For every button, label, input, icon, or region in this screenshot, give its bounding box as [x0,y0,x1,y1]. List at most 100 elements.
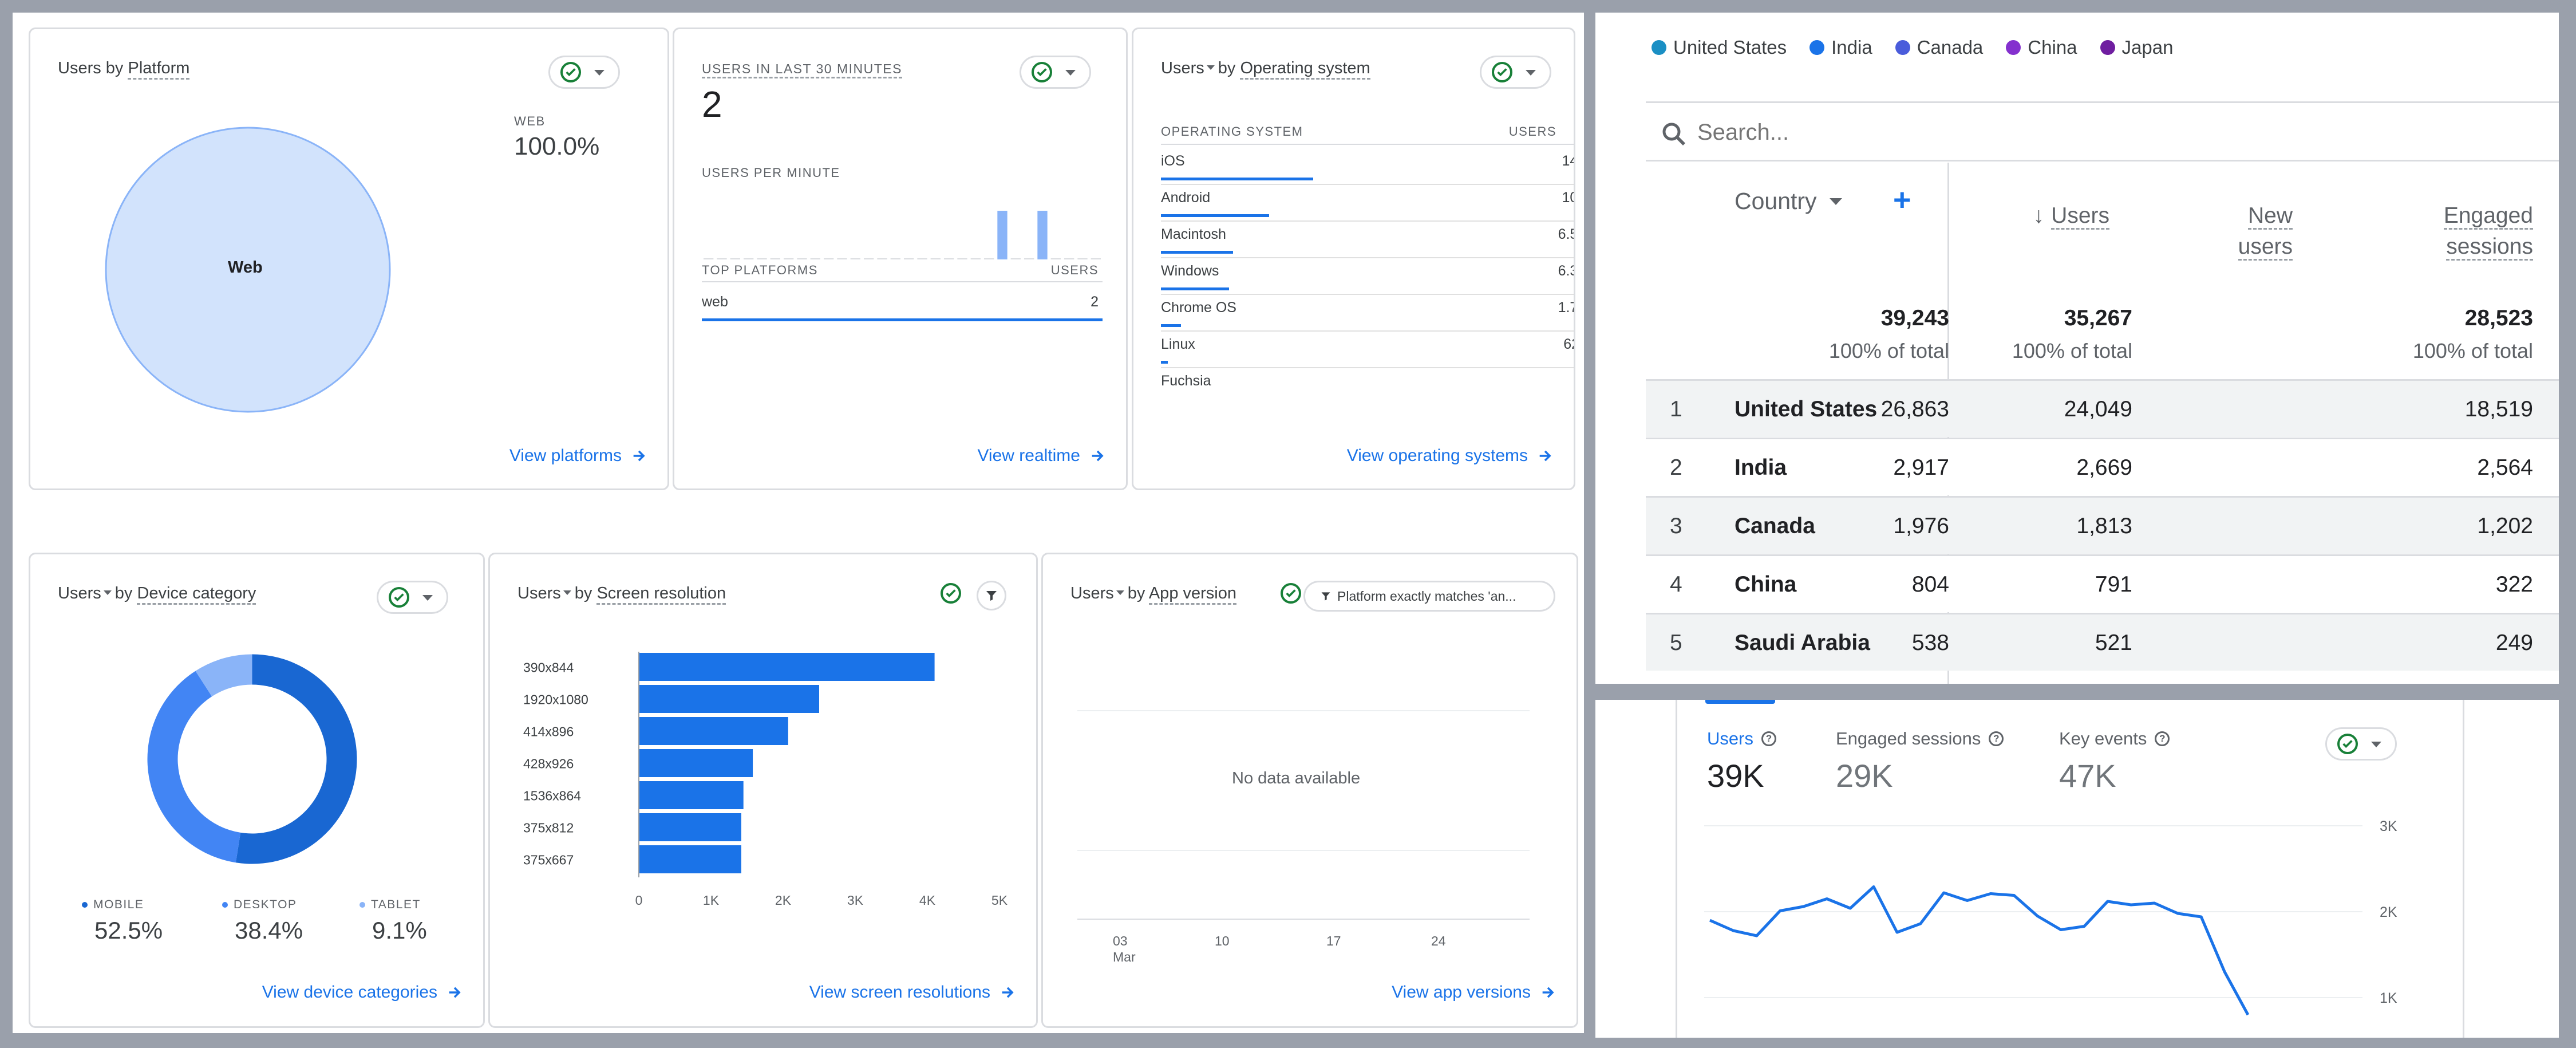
metric-selector[interactable]: Users [58,584,101,602]
dimension-label[interactable]: Platform [128,59,190,80]
header-line2: sessions [2446,234,2533,261]
chevron-down-icon [1526,70,1536,76]
y-tick-label: 3K [2380,818,2397,834]
metric-selector[interactable]: Users [1070,584,1114,602]
table-row[interactable]: 4 China 804 791 322 [1646,554,2559,612]
link-text: View operating systems [1346,446,1528,465]
legend-dot [1895,40,1910,55]
table: Country + ↓ Users New users Engaged session… [1646,163,2559,684]
card-title: Users by Device category [58,584,256,605]
compare-button[interactable] [2325,727,2397,761]
search-bar[interactable] [1646,101,2559,161]
grid-line [1077,850,1530,851]
os-bar [1161,214,1269,217]
minute-bar [997,211,1008,259]
chevron-down-icon[interactable] [563,590,571,596]
metric-tab-key-events[interactable]: Key events? 47K [2059,728,2170,794]
compare-button[interactable] [1020,56,1091,89]
users-trend-panel: Users? 39K Engaged sessions? 29K Key events?… [1595,700,2559,1038]
os-row[interactable]: Windows 6.3K [1161,258,1574,295]
minute-bar [1037,211,1048,259]
minute-bar [944,258,954,259]
x-tick-label: 17 [1326,933,1341,948]
col-header-new-users[interactable]: New users [2138,200,2293,262]
dimension-label[interactable]: Device category [137,584,256,605]
row-country: Saudi Arabia [1735,631,1870,655]
total-users-sub: 100% of total [1828,339,1949,363]
dimension-selector[interactable]: Country [1735,188,1842,215]
compare-check-icon[interactable] [941,583,961,604]
compare-check-icon[interactable] [1281,583,1301,604]
metric-selector[interactable]: Users [517,584,561,602]
minute-bar [757,258,767,259]
legend-item-canada[interactable]: Canada [1895,37,1983,58]
dimension-label[interactable]: Screen resolution [596,584,726,605]
realtime-title[interactable]: USERS IN LAST 30 MINUTES [702,61,902,78]
view-app-versions-link[interactable]: View app versions [1392,983,1556,1002]
dimension-label[interactable]: App version [1148,584,1236,605]
os-bar [1161,178,1313,180]
check-icon [389,587,409,608]
add-dimension-button[interactable]: + [1893,183,1911,217]
os-row[interactable]: iOS 14K [1161,148,1574,185]
donut-slice-desktop [147,671,241,863]
os-bar [1161,361,1168,364]
os-value: 1.7K [1558,300,1574,316]
chevron-down-icon[interactable] [1116,590,1124,596]
view-realtime-link[interactable]: View realtime [977,446,1105,466]
minute-bar [797,258,807,259]
top-platforms-divider [702,281,1103,282]
legend-dot [359,902,365,908]
legend-item-united-states[interactable]: United States [1652,37,1787,58]
row-engaged: 322 [2495,572,2533,597]
view-device-categories-link[interactable]: View device categories [262,983,463,1002]
x-tick-label: 24 [1431,933,1446,948]
view-platforms-link[interactable]: View platforms [509,446,647,466]
table-row[interactable]: 1 United States 26,863 24,049 18,519 [1646,379,2559,437]
col-header-engaged-sessions[interactable]: Engaged sessions [2304,200,2533,262]
row-rank: 4 [1670,572,1682,597]
compare-button[interactable] [548,56,620,89]
os-row[interactable]: Linux 622 [1161,332,1574,368]
metric-selector[interactable]: Users [1161,59,1204,77]
legend-value-mobile: 52.5% [94,917,163,944]
metric-label: Users? [1707,728,1776,749]
help-icon[interactable]: ? [2155,731,2170,746]
arrow-right-icon [633,450,645,462]
table-row[interactable]: 3 Canada 1,976 1,813 1,202 [1646,496,2559,554]
chevron-down-icon[interactable] [1206,65,1215,70]
chevron-down-icon [1065,70,1076,76]
x-tick-label: 1K [703,893,720,908]
dimension-label[interactable]: Operating system [1240,59,1370,80]
legend-dot [2006,40,2021,55]
row-rank: 1 [1670,397,1682,421]
check-icon [2337,734,2358,754]
metric-tab-engaged-sessions[interactable]: Engaged sessions? 29K [1836,728,2004,794]
os-row[interactable]: Fuchsia3 [1161,368,1574,405]
filter-button[interactable] [977,581,1006,610]
os-row[interactable]: Macintosh 6.5K [1161,222,1574,258]
legend-item-japan[interactable]: Japan [2100,37,2173,58]
os-row[interactable]: Chrome OS 1.7K [1161,295,1574,332]
search-input[interactable] [1697,118,2212,147]
chevron-down-icon[interactable] [103,590,112,596]
row-country: Canada [1735,514,1815,538]
compare-button[interactable] [377,581,448,614]
view-screen-resolutions-link[interactable]: View screen resolutions [809,983,1016,1002]
legend-item-india[interactable]: India [1809,37,1872,58]
col-header-users[interactable]: ↓ Users [1955,200,2109,231]
legend-label: United States [1673,37,1787,58]
table-row[interactable]: 2 India 2,917 2,669 2,564 [1646,438,2559,495]
os-value: 14K [1562,153,1574,169]
users-per-minute-chart [704,211,1101,259]
filter-chip[interactable]: Platform exactly matches 'an... [1303,581,1555,612]
metric-tab-users[interactable]: Users? 39K [1707,728,1776,794]
compare-button[interactable] [1480,56,1551,89]
help-icon[interactable]: ? [1761,731,1776,746]
table-row[interactable]: 5 Saudi Arabia 538 521 249 [1646,613,2559,671]
os-value: 10K [1562,190,1574,206]
view-operating-systems-link[interactable]: View operating systems [1347,446,1553,466]
os-row[interactable]: Android 10K [1161,185,1574,222]
legend-item-china[interactable]: China [2006,37,2077,58]
help-icon[interactable]: ? [1989,731,2004,746]
